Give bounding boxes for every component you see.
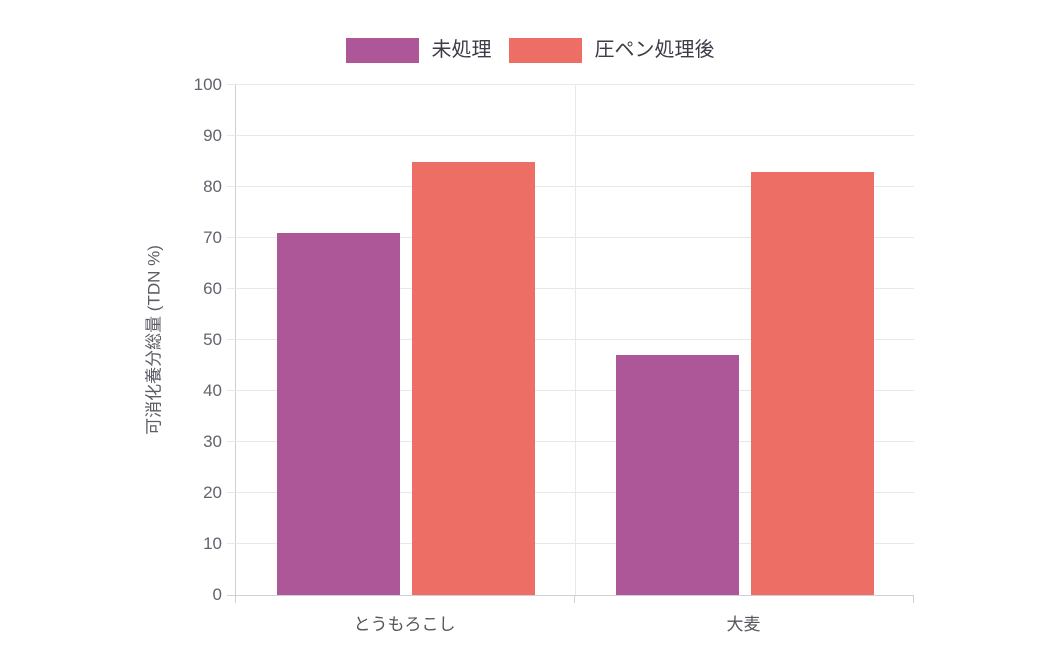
x-axis-category-labels: とうもろこし 大麦 [235,610,913,634]
gridline-y-20 [227,492,914,493]
gridline-y-30 [227,441,914,442]
gridline-y-10 [227,543,914,544]
y-tick-label: 20 [203,483,222,502]
x-axis-tick-mark [235,595,236,603]
x-category-label: 大麦 [726,615,761,634]
category-divider-gridline [575,85,576,595]
y-tick-label: 0 [212,585,222,604]
y-axis-tick-labels: 0 10 20 30 40 50 60 70 80 90 100 [162,75,222,604]
y-tick-label: 60 [203,279,222,298]
y-tick-label: 10 [203,534,222,553]
legend-item-series-0[interactable]: 未処理 [345,38,492,63]
x-axis-tick-mark [574,595,575,603]
y-tick-label: 40 [203,381,222,400]
y-tick-label: 70 [203,228,222,247]
bar-大麦-未処理[interactable] [615,355,739,595]
legend-label: 未処理 [431,39,492,61]
plot-area [227,84,914,603]
y-axis-title: 可消化養分総量 (TDN %) [144,245,164,435]
legend-item-series-1[interactable]: 圧ペン処理後 [508,38,715,63]
chart-legend: 未処理 圧ペン処理後 [0,38,1060,63]
legend-label: 圧ペン処理後 [594,39,715,61]
y-tick-label: 100 [193,75,222,94]
x-axis-line [227,595,914,596]
bar-とうもろこし-未処理[interactable] [276,232,400,595]
x-axis-tick-mark [913,595,914,603]
x-category-label: とうもろこし [353,615,456,634]
y-tick-label: 50 [203,330,222,349]
bar-大麦-圧ペン処理後[interactable] [750,171,874,595]
y-tick-label: 80 [203,177,222,196]
gridline-y-50 [227,339,914,340]
bar-とうもろこし-圧ペン処理後[interactable] [411,161,535,595]
gridline-y-70 [227,237,914,238]
gridline-y-40 [227,390,914,391]
gridline-y-60 [227,288,914,289]
gridline-y-90 [227,135,914,136]
gridline-y-80 [227,186,914,187]
gridline-y-100 [227,84,914,85]
legend-swatch-icon [508,38,582,63]
legend-swatch-icon [345,38,419,63]
y-tick-label: 90 [203,126,222,145]
y-tick-label: 30 [203,432,222,451]
